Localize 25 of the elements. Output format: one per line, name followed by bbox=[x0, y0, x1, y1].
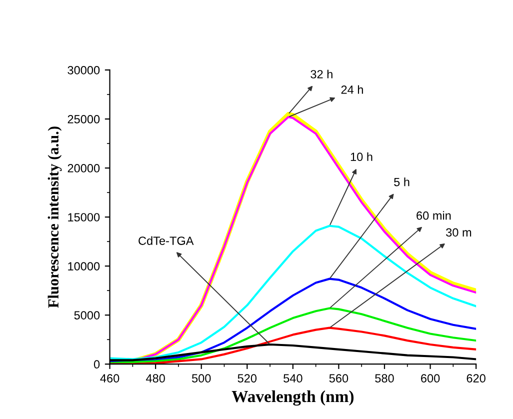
text: 5 h bbox=[394, 178, 410, 186]
x-tick-label: 540 bbox=[284, 374, 302, 383]
text: 30 m bbox=[446, 228, 472, 237]
x-tick-label: 560 bbox=[329, 374, 348, 383]
y-tick-label: 30000 bbox=[68, 66, 100, 74]
y-tick-label: 10000 bbox=[68, 262, 100, 270]
x-tick-label: 480 bbox=[146, 374, 165, 383]
x-tick-label: 600 bbox=[421, 374, 440, 383]
y-tick-label: 0 bbox=[94, 360, 100, 369]
y-axis-title: Fluorescence intensity (a.u.) bbox=[48, 126, 62, 308]
x-tick-label: 580 bbox=[375, 374, 394, 383]
y-tick-label: 20000 bbox=[68, 164, 100, 172]
y-tick-label: 25000 bbox=[68, 115, 100, 124]
text: 32 h bbox=[310, 70, 332, 78]
y-tick-label: 15000 bbox=[68, 213, 100, 222]
y-tick-label: 5000 bbox=[74, 311, 100, 320]
text: 24 h bbox=[341, 85, 363, 94]
text: CdTe-TGA bbox=[138, 236, 194, 245]
x-tick-label: 520 bbox=[238, 374, 257, 383]
x-tick-label: 460 bbox=[100, 374, 120, 383]
text: 10 h bbox=[350, 152, 372, 162]
text: 60 min bbox=[416, 211, 451, 220]
x-tick-label: 620 bbox=[466, 374, 486, 383]
x-tick-label: 500 bbox=[192, 374, 211, 383]
x-axis-title: Wavelength (nm) bbox=[232, 390, 354, 406]
